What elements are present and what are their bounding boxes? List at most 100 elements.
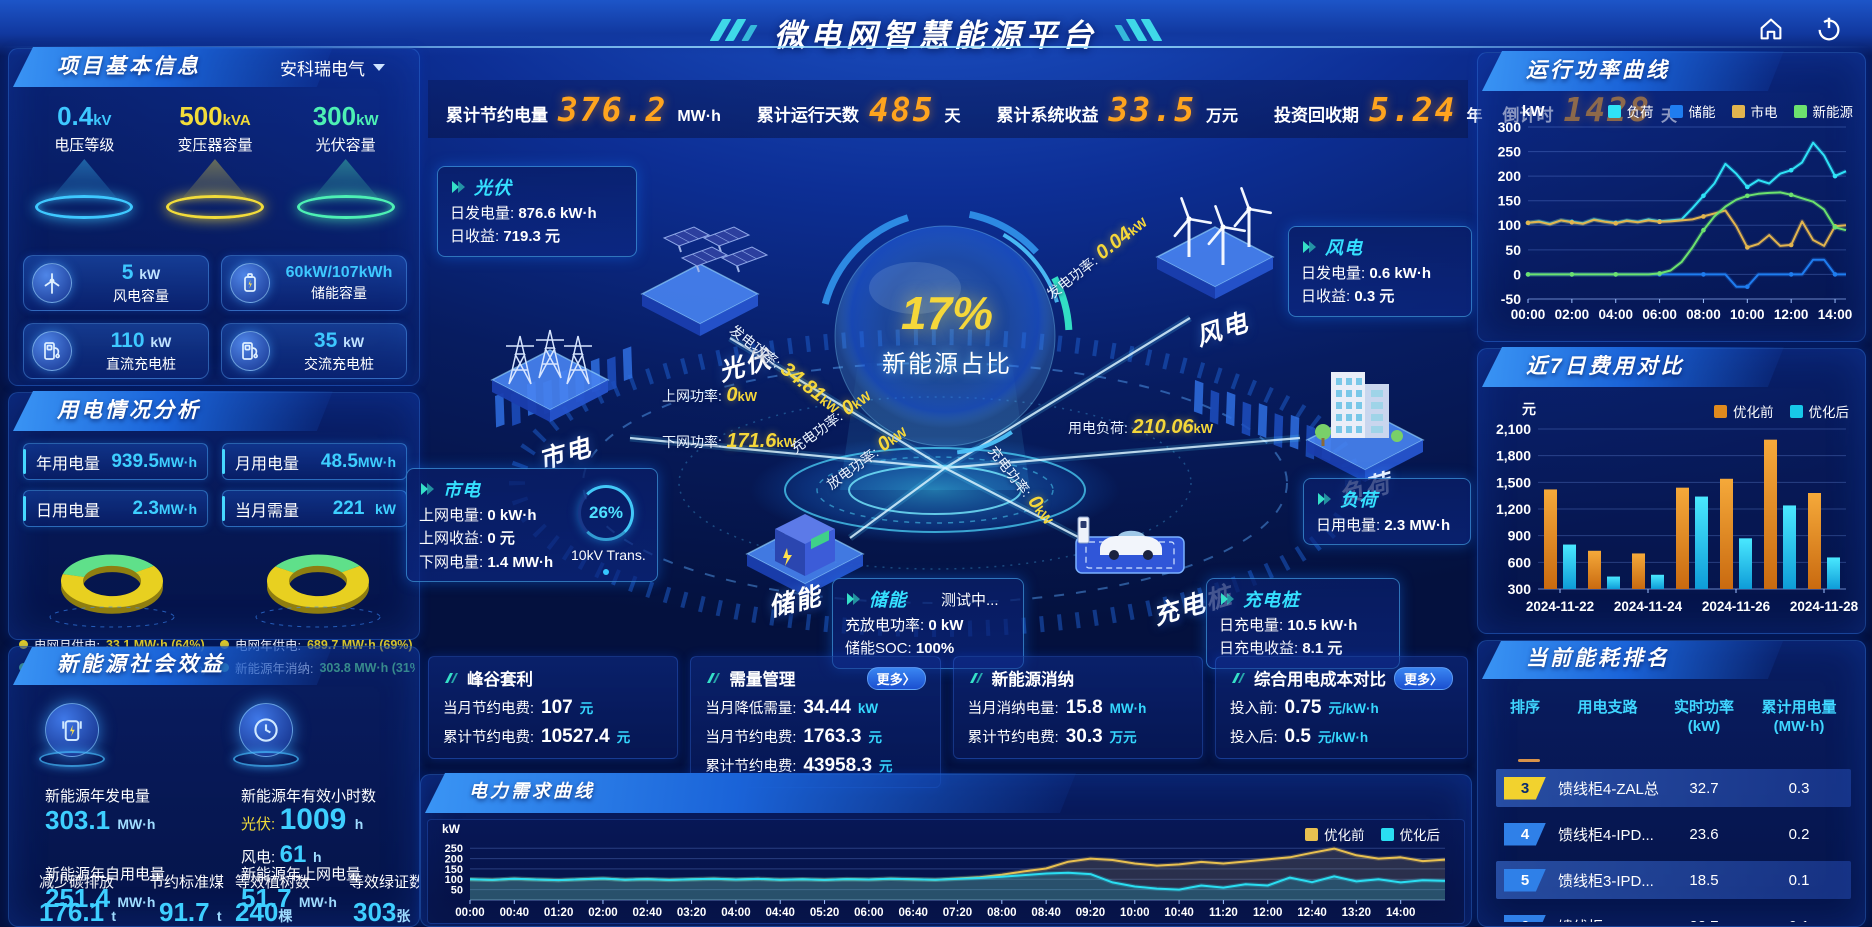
chevron-right-icon [1221,593,1234,605]
flow-label-value: 171.6 [726,430,777,452]
kpi-value: 34.44 [803,697,851,718]
legend-item-市电: 市电 [1731,101,1778,121]
spotlight-voltage: 0.4kV 电压等级 [24,101,144,241]
more-button[interactable]: 更多〉 [1393,666,1453,690]
svg-text:06:00: 06:00 [854,907,883,919]
panel-title: 项目基本信息 [57,55,201,78]
info-box-title: 风电 [1325,238,1363,258]
realtime-power: 23.6 [1689,825,1719,843]
table-row[interactable]: 4 馈线柜4-IPD... 23.6 0.2 [1496,815,1851,853]
realtime-power: 32.7 [1689,779,1719,797]
kpi-row: 当月降低需量: 34.44 kW [705,697,925,719]
demand-chart-area: kW 优化前 优化后 250 200 150 100 50 00:00 00:40 01:20 0… [427,819,1465,924]
kpi-label: 当月节约电费: [443,701,535,717]
panel-energy-ranking: 当前能耗排名 排序 用电支路 实时功率 (kW) 累计用电量 (MW·h) 3 馈线柜… [1477,640,1866,927]
kpi-label: 投入后: [1229,730,1278,746]
kpi-card-header: 需量管理 更多〉 [705,666,926,690]
generation-pedestal [37,703,107,767]
svg-text:2024-11-24: 2024-11-24 [1614,599,1683,614]
scroll-indicator[interactable] [1518,759,1540,762]
panel-title: 电力需求曲线 [469,781,595,801]
info-box-title: 储能 [869,590,907,610]
co2-value: 176.1 t [39,897,116,927]
light-cone [303,159,388,209]
power-icon[interactable] [1814,14,1844,49]
clock-icon [239,703,293,757]
wind-turbine-icon [32,263,72,303]
svg-text:300: 300 [1498,119,1522,135]
kpi-label: 累计节约电费: [705,759,797,775]
table-row[interactable]: 6 馈线柜6-IPD22.70.1 [1496,907,1851,922]
svg-text:12:00: 12:00 [1774,307,1809,322]
info-box-title: 光伏 [474,178,512,198]
table-row[interactable]: 3 馈线柜4-ZAL总 32.7 0.3 [1496,769,1851,807]
company-dropdown[interactable]: 安科瑞电气 [280,55,385,80]
rank-badge-cell: 5 [1496,868,1554,892]
branch-name: 馈线柜6-IPD [1554,916,1661,923]
rank-badge-cell: 4 [1496,822,1554,846]
info-label: 日充电收益: [1219,640,1299,658]
info-box-header: 负荷 [1316,486,1458,512]
svg-text:03:20: 03:20 [677,907,706,919]
coal-value: 91.7 t [159,897,222,927]
panel-banner: 运行功率曲线 [1482,51,1784,91]
info-box-row: 日发电量: 0.6 kW·h [1301,262,1459,285]
accumulated-energy: 0.1 [1747,918,1851,923]
legend-label: 负荷 [1626,105,1654,120]
glow-ring [165,195,264,219]
flow-label-unit: kW [737,389,757,404]
spotlight-pv: 300kW 光伏容量 [286,101,406,241]
capacity-cards: 5 kW 风电容量 60kW/107kWh 储能容量 110 kW 直流充电桩 [23,255,407,379]
flow-label-value: 0 [726,384,738,406]
svg-text:600: 600 [1508,554,1532,570]
home-icon[interactable] [1756,14,1786,49]
info-box-title: 市电 [443,480,481,500]
spotlight-transformer: 500kVA 变压器容量 [155,101,275,241]
cert-value: 303张 [353,897,411,927]
decor-slash-left [709,19,758,46]
glow-ring [296,195,395,219]
kpi-label: 当月节约电费: [705,730,797,746]
kpi-row: 当月节约电费: 107 元 [443,697,663,719]
legend-dot [19,640,28,649]
flow-label-text: 用电负荷: [1068,420,1128,436]
info-label: 日充电量: [1219,617,1284,634]
panel-banner: 新能源社会效益 [13,646,333,685]
table-row[interactable]: 5 馈线柜3-IPD... 18.5 0.1 [1496,861,1851,899]
legend-swatch [1607,104,1621,118]
kpi-row: 累计节约电费: 30.3 万元 [968,726,1188,748]
info-box-title: 充电桩 [1243,590,1300,610]
cost-compare-legend: 优化前 优化后 [1714,401,1849,421]
panel-corner-icon [707,673,721,683]
svg-text:06:40: 06:40 [898,907,927,919]
svg-text:09:20: 09:20 [1076,907,1105,919]
gauge-dot [603,569,609,575]
info-box-header: 风电 [1301,234,1459,260]
more-button[interactable]: 更多〉 [866,666,926,690]
info-box-load: 负荷 日用电量: 2.3 MW·h [1303,478,1471,546]
transformer-label: 10kV Trans. [571,547,646,563]
info-value: 8.1 元 [1302,640,1343,658]
panel-demand-curve: 电力需求曲线 kW 优化前 优化后 250 200 150 100 50 00:00 00:4… [420,774,1472,927]
hours-label: 新能源年有效小时数 [241,788,377,805]
legend-label: 市电 [1750,105,1778,120]
svg-text:01:20: 01:20 [544,907,573,919]
kpi-value: 1763.3 [803,726,862,747]
info-box-storage: 储能 测试中... 充放电功率: 0 kW 储能SOC: 100% [832,578,1024,669]
legend-swatch [1789,404,1803,418]
svg-text:1,800: 1,800 [1496,448,1531,464]
accumulated-energy: 0.3 [1788,779,1810,797]
svg-text:1,500: 1,500 [1496,474,1531,490]
panel-title: 近7日费用对比 [1526,355,1685,378]
svg-text:02:00: 02:00 [1555,307,1590,322]
flow-label-unit: kW [776,435,796,450]
info-box-ev: 充电桩 日充电量: 10.5 kW·h 日充电收益: 8.1 元 [1206,578,1400,669]
svg-text:2,100: 2,100 [1496,421,1531,437]
flow-label-value: 210.06 [1132,416,1194,438]
branch-name: 馈线柜3-IPD... [1558,872,1654,890]
svg-text:300: 300 [1508,581,1532,597]
stat-day-usage: 日用电量 2.3MW·h [23,490,208,527]
panel-cost-compare: 近7日费用对比 元 优化前 优化后 2,100 1,800 1,500 1,200 900… [1477,348,1866,634]
kpi-unit: 元 [616,730,631,745]
